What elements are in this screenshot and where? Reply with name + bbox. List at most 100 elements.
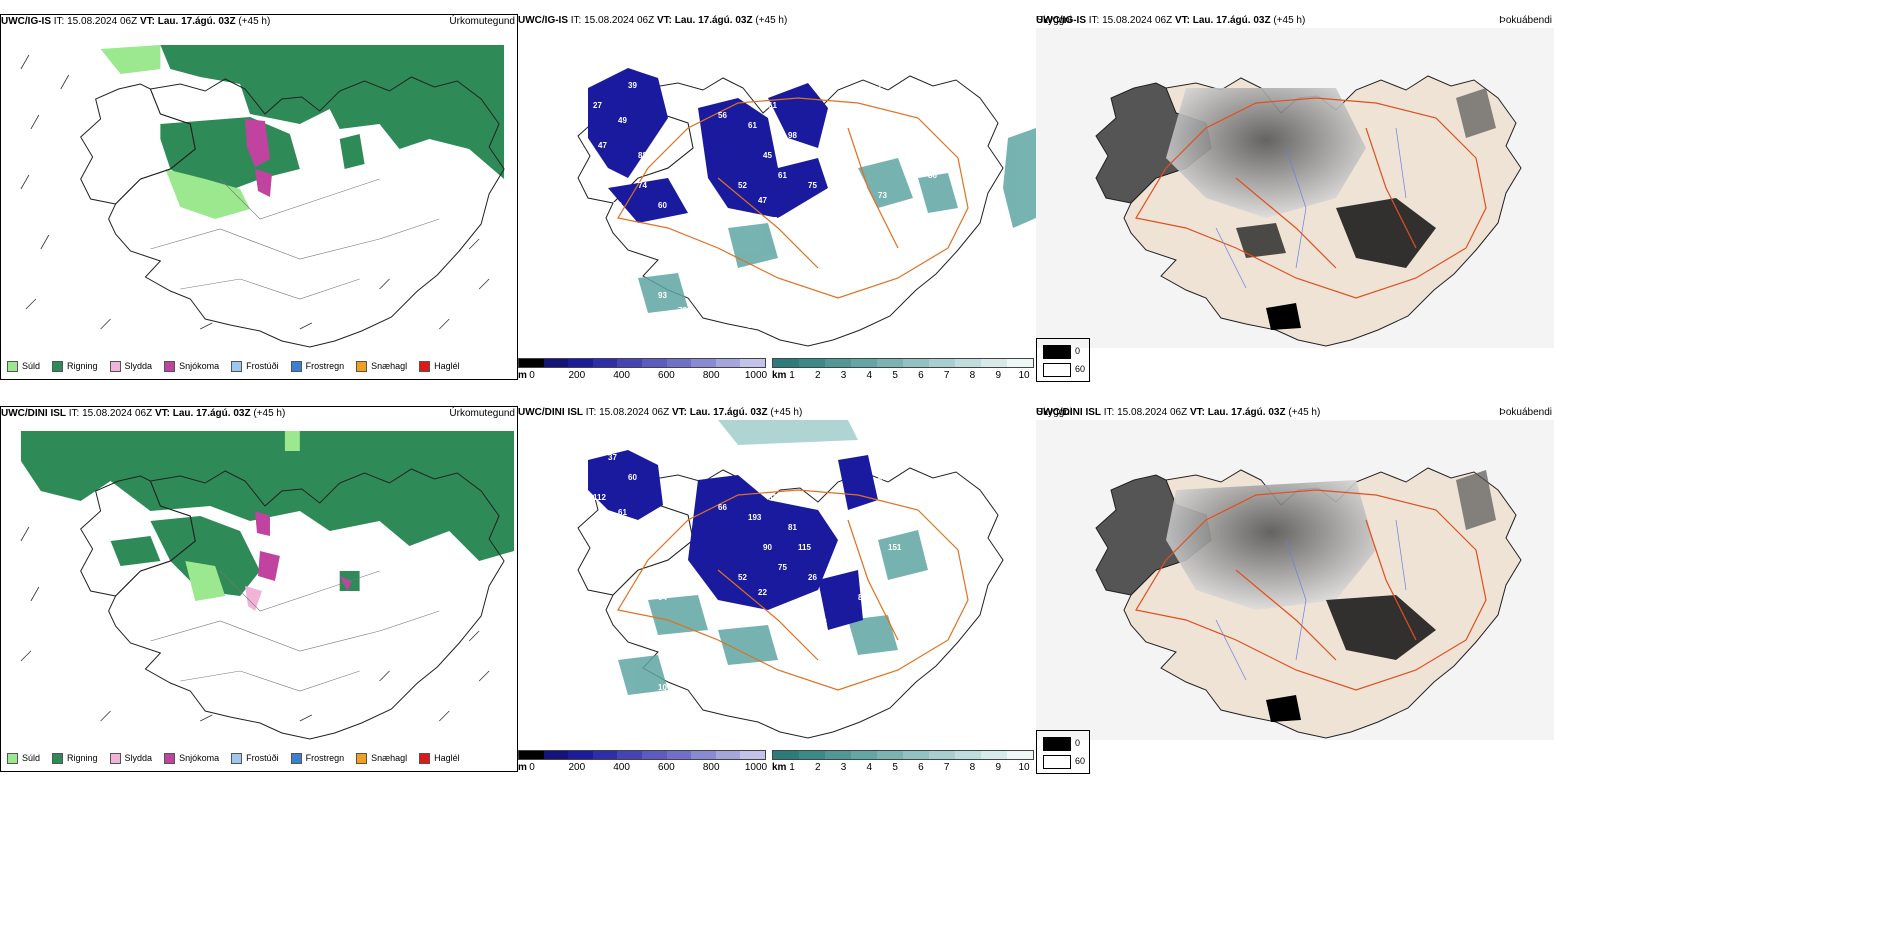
valid-time: VT: Lau. 17.ágú. 03Z <box>154 408 251 419</box>
colorbar-tick: 9 <box>995 762 1001 773</box>
model-name: UWC/IG-IS <box>518 15 568 26</box>
colorbar-bin <box>617 359 642 367</box>
colorbar-tick: 4 <box>866 370 873 381</box>
colorbar-scale <box>518 358 766 368</box>
panel-title: Skyggni <box>1036 15 1072 26</box>
cloud-base-label: 51 <box>898 488 907 497</box>
legend-swatch <box>109 752 121 764</box>
visibility-colorbar: km 1 2 3 4 5 6 7 8 9 10 <box>772 750 1036 780</box>
colorbar-bin <box>519 751 544 759</box>
lead-time: (+45 h) <box>253 408 286 419</box>
cloud-base-label: 61 <box>793 608 802 617</box>
cloud-base-label: 68 <box>793 216 802 225</box>
colorbar-tick: 10 <box>1018 762 1030 773</box>
panel-header: UWC/DINI ISL IT: 15.08.2024 06Z VT: Lau.… <box>518 406 1072 420</box>
cloud-base-label: 44 <box>658 523 667 532</box>
cloud-base-label: 86 <box>928 171 937 180</box>
cloud-base-label: 66 <box>838 236 847 245</box>
colorbar-tick: 1000 <box>744 370 768 381</box>
colorbar-bin <box>715 751 741 759</box>
colorbar-bin <box>641 359 667 367</box>
issue-time: IT: 15.08.2024 06Z <box>53 16 138 27</box>
colorbar-tick: 8 <box>969 762 976 773</box>
legend-item: Haglél <box>419 752 460 764</box>
cloud-base-label: 73 <box>878 191 887 200</box>
colorbar-bin <box>543 751 569 759</box>
wind-barbs <box>20 526 490 722</box>
panel-title: Úrkomutegund <box>449 16 515 27</box>
cloud-base-label: 10 <box>658 683 667 692</box>
colorbar-bin <box>981 359 1007 367</box>
fog-legend-swatch <box>1043 737 1071 751</box>
colorbar-tick: 5 <box>892 762 898 773</box>
cloud-base-label: 75 <box>808 181 817 190</box>
legend-item: Súld <box>7 360 40 372</box>
fog-legend: 0 60 <box>1036 730 1090 774</box>
colorbar-tick: 5 <box>892 370 898 381</box>
legend-swatch <box>52 360 64 372</box>
legend-label: Súld <box>22 753 41 763</box>
cloudbase-map: 37 60 112 61 59 71 82 44 49 83 54 43 66 193 51 81 90 115 7… <box>518 420 1036 740</box>
snow-areas <box>245 119 272 197</box>
cloud-base-label: 87 <box>858 593 867 602</box>
cloud-base-label: 37 <box>608 453 617 462</box>
legend-swatch <box>356 752 368 764</box>
fog-legend-label: 0 <box>1075 738 1081 748</box>
precip-legend: Súld Rigning Slydda Snjókoma Frostúði Frostre… <box>1 356 517 376</box>
colorbar-tick: 7 <box>943 762 950 773</box>
legend-item: Rigning <box>52 752 98 764</box>
cloud-base-label: 73 <box>678 306 687 315</box>
cloud-base-label: 61 <box>618 508 627 517</box>
legend-swatch <box>419 752 431 764</box>
cloud-base-label: 22 <box>758 588 767 597</box>
colorbar-tick: 3 <box>840 370 847 381</box>
colorbar-bin <box>519 359 544 367</box>
cloudbase-colorbar: m 0 200 400 600 800 1000 <box>518 358 768 388</box>
panel-header: UWC/DINI ISL IT: 15.08.2024 06Z VT: Lau.… <box>1036 406 1554 420</box>
cloudbase-visibility-panel-row1: UWC/IG-IS IT: 15.08.2024 06Z VT: Lau. 17… <box>518 14 1072 381</box>
legend-label: Rigning <box>67 753 98 763</box>
legend-label: Frostregn <box>305 361 345 371</box>
valid-time: VT: Lau. 17.ágú. 03Z <box>139 16 236 27</box>
legend-label: Haglél <box>434 361 460 371</box>
fog-index-panel-row1: UWC/IG-IS IT: 15.08.2024 06Z VT: Lau. 17… <box>1036 14 1554 382</box>
legend-label: Frostregn <box>305 753 345 763</box>
cloudbase-colorbar: m 0 200 400 600 800 1000 <box>518 750 768 780</box>
lead-time: (+45 h) <box>755 15 788 26</box>
panel-title: Skyggni <box>1036 407 1072 418</box>
cloud-base-label: 52 <box>738 573 747 582</box>
cloud-base-label: 54 <box>818 226 827 235</box>
colorbar-bin <box>955 359 981 367</box>
cloudbase-map: 73 39 27 49 47 88 84 65 74 78 60 70 56 61 61 98 45 48 61 75… <box>518 28 1036 348</box>
cloud-base-label: 252 <box>678 698 692 707</box>
cloud-base-labels: 37 60 112 61 59 71 82 44 49 83 54 43 66 193 51 81 90 115 7… <box>588 453 907 712</box>
cloud-base-label: 194 <box>718 311 732 320</box>
cloud-base-label: 98 <box>788 131 797 140</box>
legend-label: Rigning <box>67 361 98 371</box>
cloud-base-label: 56 <box>773 216 782 225</box>
colorbar-bin <box>981 751 1007 759</box>
cloud-base-label: 59 <box>598 533 607 542</box>
model-name: UWC/IG-IS <box>1036 15 1086 26</box>
colorbar-scale <box>518 750 766 760</box>
cloud-base-label: 151 <box>888 543 902 552</box>
colorbar-tick: 7 <box>943 370 950 381</box>
cloud-base-label: 49 <box>618 116 627 125</box>
cloud-base-label: 71 <box>638 543 647 552</box>
colorbar-tick: 400 <box>613 370 630 381</box>
cloud-base-label: 58 <box>838 663 847 672</box>
issue-time: IT: 15.08.2024 06Z <box>570 15 655 26</box>
legend-item: Frostúði <box>231 360 279 372</box>
cloud-base-label: 211 <box>838 271 851 280</box>
cloud-base-label: 82 <box>588 563 597 572</box>
legend-item: Frostregn <box>290 360 345 372</box>
cloud-base-label: 193 <box>748 513 762 522</box>
cloud-base-label: 26 <box>808 573 817 582</box>
cloud-base-label: 78 <box>678 191 687 200</box>
legend-swatch <box>52 752 64 764</box>
colorbar-unit: m <box>518 370 527 381</box>
legend-item: Súld <box>7 752 41 764</box>
cloud-base-label: 75 <box>778 563 787 572</box>
cloud-base-label: 76 <box>878 81 887 90</box>
model-name: UWC/IG-IS <box>1 16 51 27</box>
